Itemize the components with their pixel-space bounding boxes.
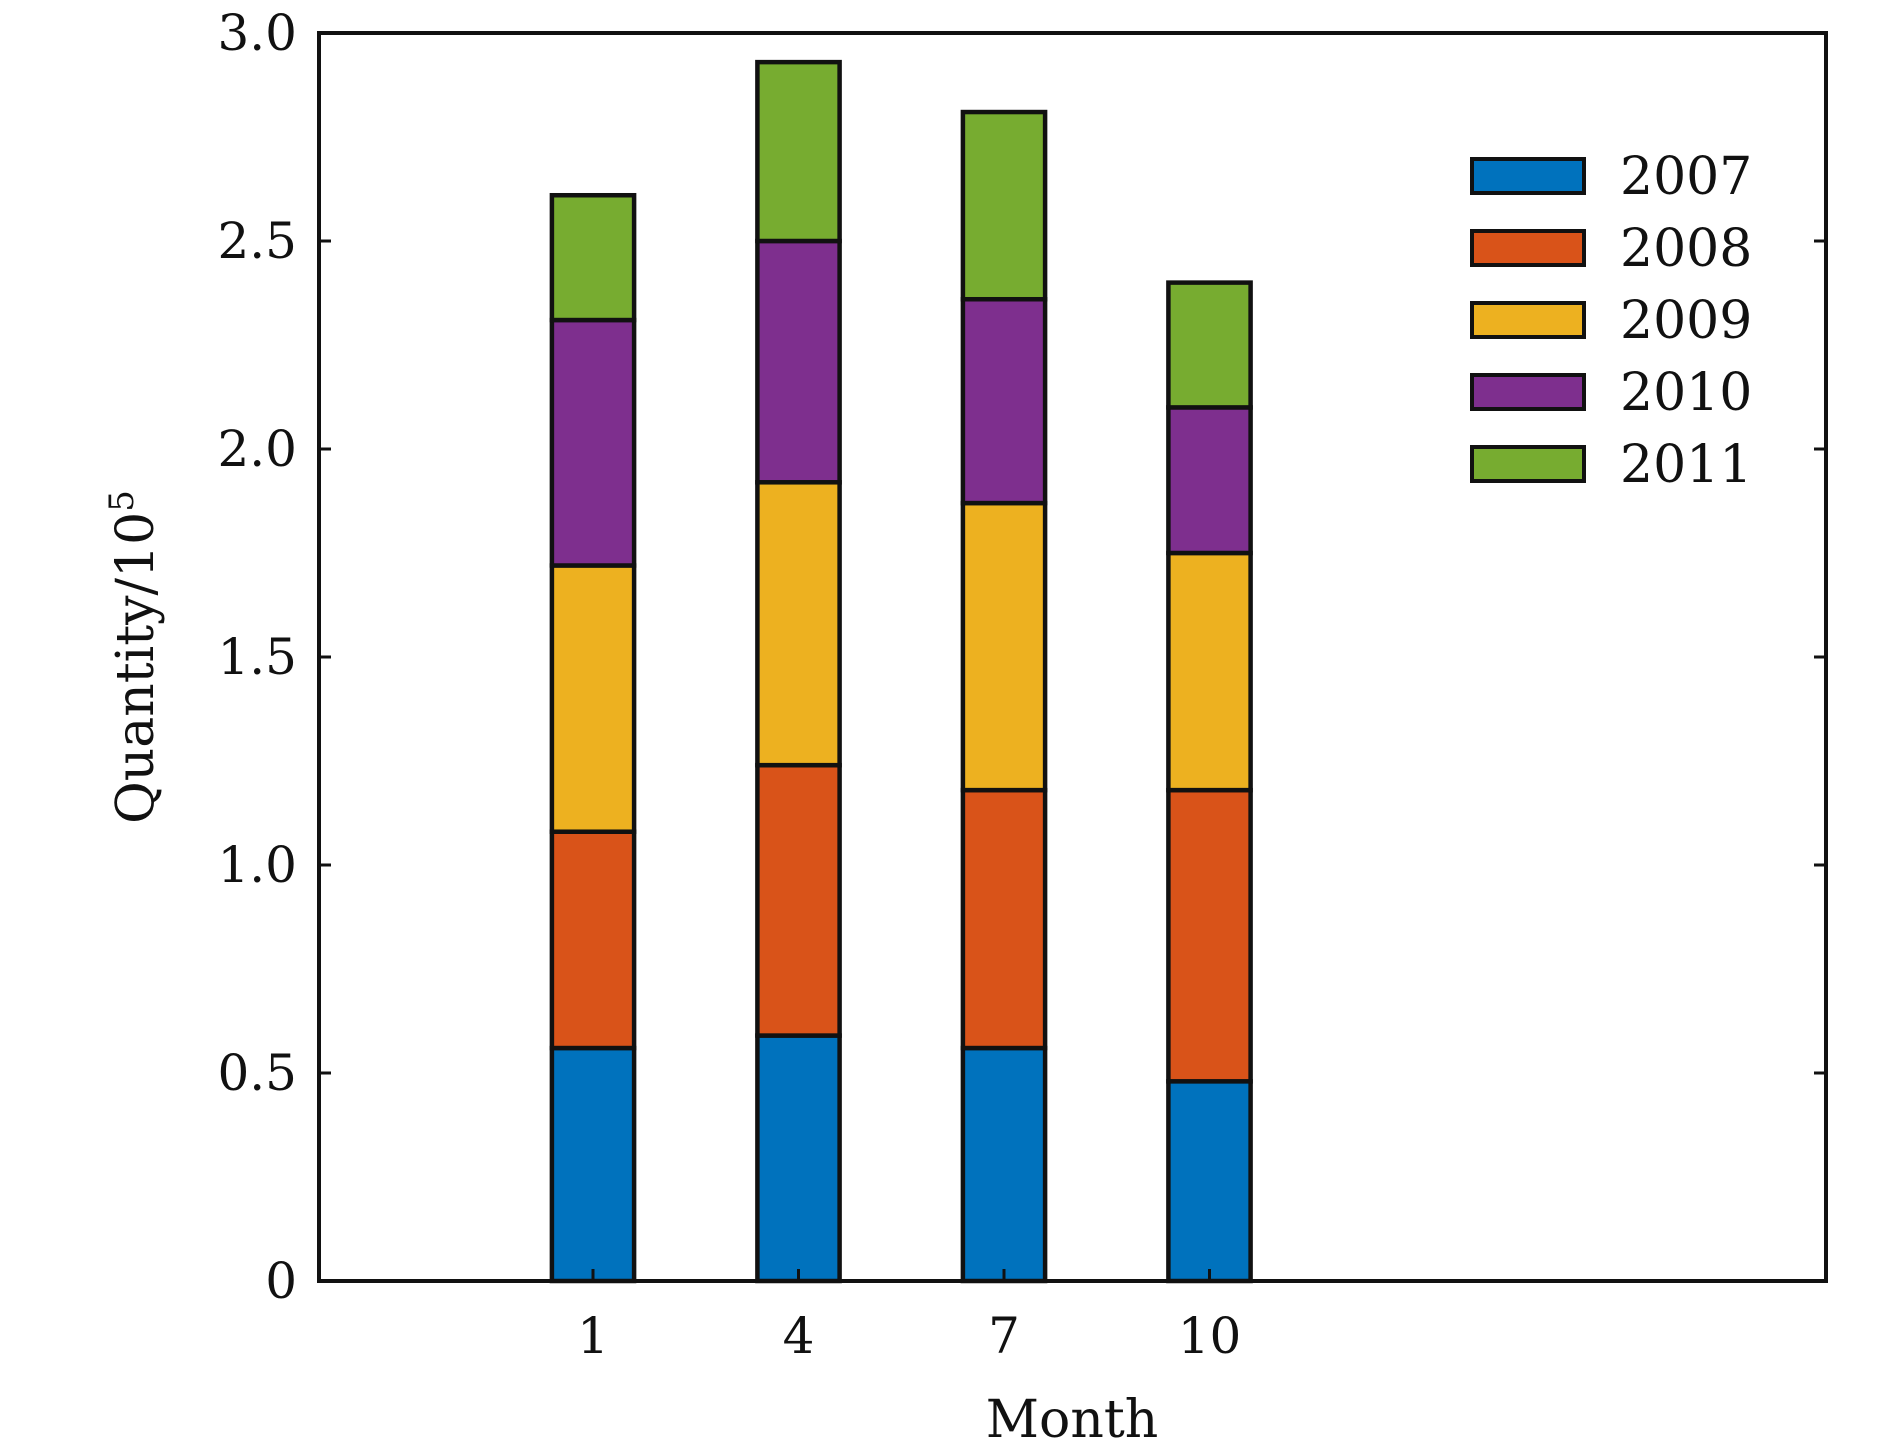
- legend-label-2007: 2007: [1620, 147, 1752, 207]
- bar-segment-2010-month-7: [960, 296, 1048, 506]
- y-axis-label-main: Quantity/10: [106, 512, 166, 824]
- legend-label-2010: 2010: [1620, 363, 1752, 423]
- y-tick-label: 0: [265, 1252, 297, 1310]
- y-tick-label: 2.5: [217, 212, 297, 270]
- bar-segment-2007-month-10: [1166, 1079, 1253, 1284]
- bar-segment-2010-month-4: [755, 238, 842, 485]
- legend-swatch-2010: [1470, 373, 1586, 411]
- bar-segment-2011-month-7: [960, 109, 1048, 302]
- bar-segment-2008-month-1: [549, 829, 637, 1051]
- y-tick-label: 0.5: [217, 1044, 297, 1102]
- legend-label-2011: 2011: [1620, 435, 1752, 495]
- bar-segment-2009-month-10: [1166, 550, 1253, 793]
- x-axis: 1 4 7 10: [577, 1269, 1241, 1365]
- bar-segment-2008-month-4: [755, 762, 842, 1038]
- bar-segment-2007-month-4: [755, 1033, 842, 1284]
- legend-swatch-2009: [1470, 301, 1586, 339]
- legend-swatch-2007: [1470, 157, 1586, 195]
- y-tick-label: 1.0: [217, 836, 297, 894]
- bar-segment-2008-month-10: [1166, 787, 1253, 1084]
- bar-segment-2010-month-1: [549, 317, 637, 568]
- bar-segment-2010-month-10: [1166, 405, 1253, 556]
- y-tick-label: 3.0: [217, 4, 297, 62]
- bar-segment-2007-month-7: [960, 1045, 1048, 1284]
- bar-segment-2009-month-7: [960, 500, 1048, 793]
- x-tick-label: 7: [988, 1307, 1020, 1365]
- bar-segment-2011-month-1: [549, 192, 637, 323]
- plot-frame: [317, 31, 1828, 1283]
- legend-swatch-2011: [1470, 445, 1586, 483]
- bars-layer: [549, 59, 1253, 1284]
- legend: 2007 2008 2009 2010 2011: [1470, 147, 1752, 495]
- bar-segment-2011-month-10: [1166, 280, 1253, 410]
- bar-segment-2007-month-1: [549, 1045, 637, 1284]
- y-axis-label-exponent: 5: [102, 490, 142, 512]
- legend-swatch-2008: [1470, 229, 1586, 267]
- y-axis: 0 0.5 1.0 1.5 2.0 2.5 3.0: [217, 4, 1826, 1310]
- x-tick-label: 10: [1178, 1307, 1242, 1365]
- y-tick-label: 2.0: [217, 420, 297, 478]
- bar-segment-2009-month-4: [755, 480, 842, 768]
- bar-segment-2009-month-1: [549, 563, 637, 834]
- y-axis-label: Quantity/105: [102, 490, 166, 824]
- x-tick-label: 1: [577, 1307, 609, 1365]
- legend-label-2009: 2009: [1620, 291, 1752, 351]
- x-tick-label: 4: [783, 1307, 815, 1365]
- bar-segment-2008-month-7: [960, 787, 1048, 1051]
- legend-label-2008: 2008: [1620, 219, 1752, 279]
- x-axis-label: Month: [986, 1390, 1158, 1441]
- bar-segment-2011-month-4: [755, 59, 842, 244]
- y-tick-label: 1.5: [217, 628, 297, 686]
